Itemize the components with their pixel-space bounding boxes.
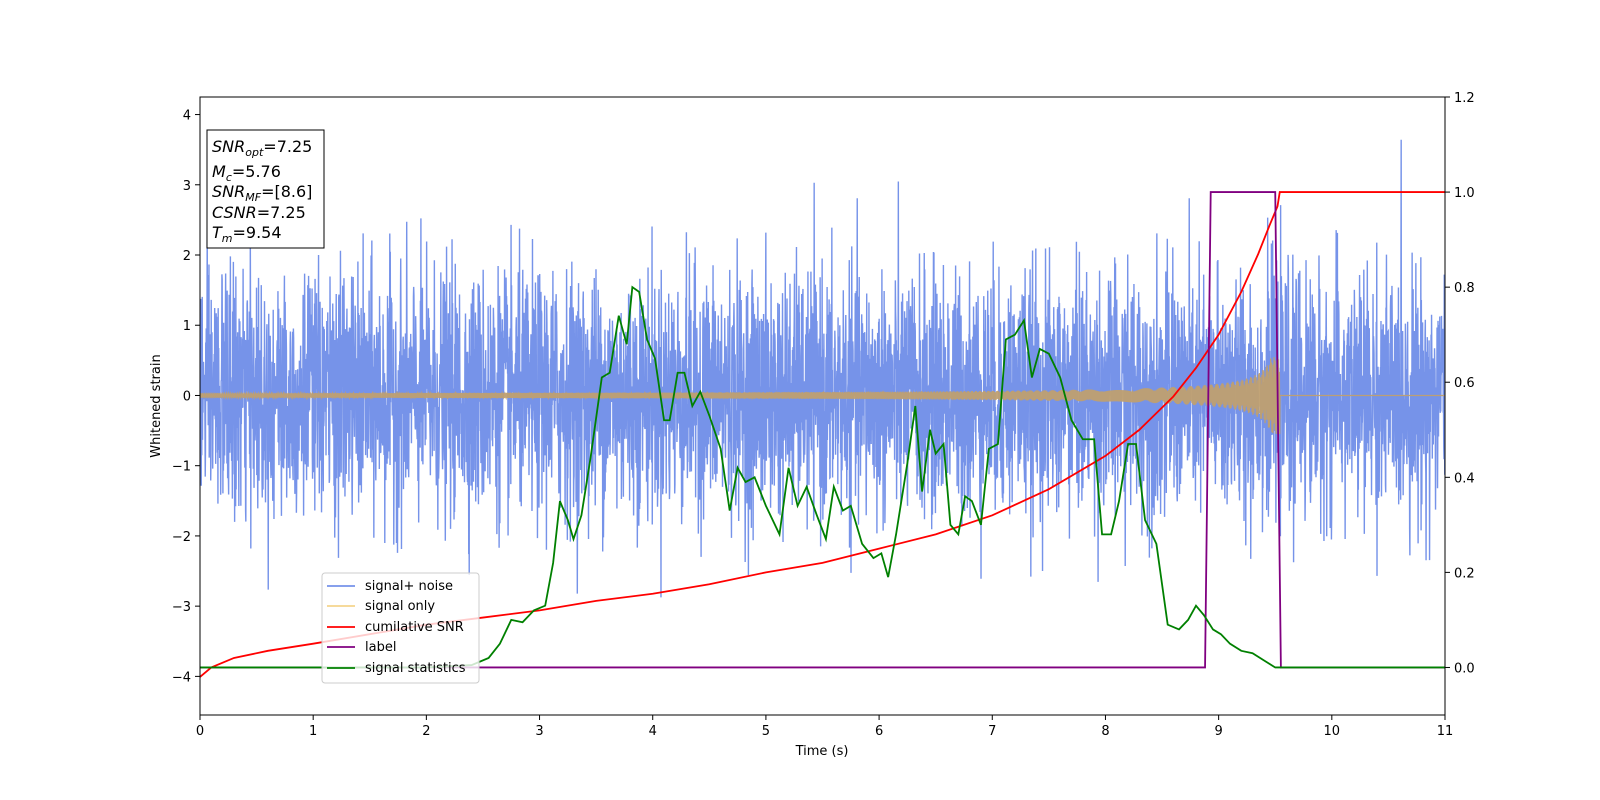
y-tick-label: −4: [172, 670, 191, 685]
x-tick-label: 6: [875, 724, 883, 739]
legend-label: signal+ noise: [365, 579, 453, 594]
series-signal-statistics-line: [200, 285, 1445, 669]
legend-label: cumilative SNR: [365, 620, 464, 635]
x-tick-label: 1: [309, 724, 317, 739]
legend-item-signal-noise: signal+ noise: [327, 579, 453, 594]
y-tick-label: −1: [172, 460, 191, 475]
legend-item-signal-only: signal only: [327, 599, 435, 614]
y-tick-label: 2: [183, 249, 191, 264]
y-tick-label: 4: [183, 109, 191, 124]
legend-label: signal only: [365, 599, 435, 614]
y2-tick-label: 1.0: [1454, 186, 1475, 201]
y-tick-label: −3: [172, 600, 191, 615]
x-tick-label: 3: [535, 724, 543, 739]
x-axis-label: Time (s): [795, 744, 849, 759]
legend-item-cumilative-snr: cumilative SNR: [327, 620, 464, 635]
y2-tick-label: 0.4: [1454, 471, 1475, 486]
y-tick-label: 0: [183, 389, 191, 404]
info-tm: Tm=9.54: [212, 223, 282, 245]
info-box-frame: [206, 129, 325, 249]
y-tick-label: −2: [172, 530, 191, 545]
y2-tick-label: 0.0: [1454, 661, 1475, 676]
info-csnr: CSNR=7.25: [212, 203, 306, 222]
x-tick-label: 7: [988, 724, 996, 739]
y2-tick-label: 0.8: [1454, 281, 1475, 296]
legend-frame: [321, 572, 480, 684]
x-tick-label: 9: [1214, 724, 1222, 739]
y-tick-label: 3: [183, 179, 191, 194]
legend-item-label: label: [327, 640, 396, 655]
legend-label: label: [365, 640, 396, 655]
y2-tick-label: 0.2: [1454, 566, 1475, 581]
x-tick-label: 0: [196, 724, 204, 739]
x-tick-label: 2: [422, 724, 430, 739]
x-axis-ticks: 0 1 2 3 4 5 6 7 8 9 10 11: [196, 715, 1453, 739]
x-tick-label: 10: [1324, 724, 1341, 739]
series-signal-only-line: [200, 357, 1445, 435]
x-tick-label: 11: [1437, 724, 1454, 739]
x-tick-label: 5: [762, 724, 770, 739]
legend-item-signal-statistics: signal statistics: [327, 661, 466, 676]
y2-tick-label: 1.2: [1454, 91, 1475, 106]
x-tick-label: 4: [649, 724, 657, 739]
info-mc: Mc=5.76: [212, 162, 281, 184]
y-axis-label: Whitened strain: [149, 354, 164, 457]
legend: signal+ noise signal only cumilative SNR…: [321, 572, 480, 684]
y-axis-ticks: −4 −3 −2 −1 0 1 2 3 4: [172, 109, 200, 685]
info-snr-mf: SNRMF=[8.6]: [212, 182, 312, 204]
y-tick-label: 1: [183, 319, 191, 334]
y2-axis-ticks: 0.0 0.2 0.4 0.6 0.8 1.0 1.2: [1445, 91, 1475, 676]
info-box: SNRopt=7.25 Mc=5.76 SNRMF=[8.6] CSNR=7.2…: [206, 129, 325, 249]
x-tick-label: 8: [1101, 724, 1109, 739]
info-snr-opt: SNRopt=7.25: [212, 137, 312, 159]
axes-frame: [199, 96, 1446, 716]
y2-tick-label: 0.6: [1454, 376, 1475, 391]
legend-label: signal statistics: [365, 661, 466, 676]
